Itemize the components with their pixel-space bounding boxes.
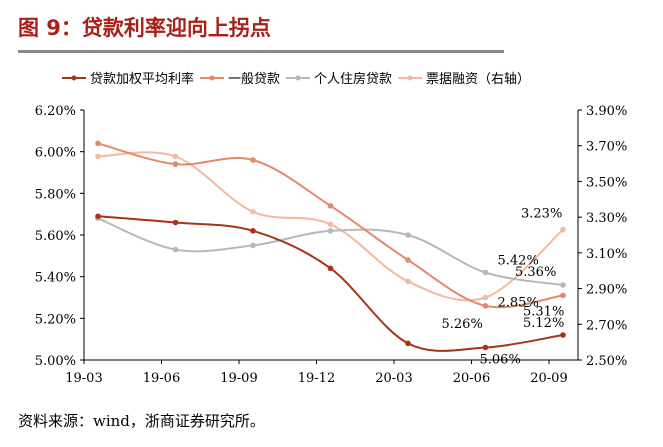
data-label: 5.26% [442, 317, 483, 332]
legend-label-2: 个人住房贷款 [314, 71, 392, 87]
data-point-1 [327, 203, 334, 209]
x-tick-label: 19-06 [143, 371, 180, 386]
data-point-0 [95, 213, 101, 220]
data-label: 5.06% [480, 353, 521, 368]
data-point-0 [405, 340, 411, 347]
right-tick-label: 3.50% [586, 175, 627, 190]
legend-marker-1 [209, 75, 215, 81]
legend-marker-2 [295, 75, 301, 81]
x-tick-label: 19-12 [298, 371, 335, 386]
x-tick-label: 20-06 [453, 371, 490, 386]
legend-marker-0 [71, 75, 77, 81]
left-tick-label: 5.80% [35, 187, 76, 202]
data-point-0 [172, 219, 179, 226]
data-label: 5.31% [523, 304, 564, 319]
data-point-2 [560, 282, 566, 288]
right-tick-label: 3.90% [586, 104, 627, 119]
x-tick-label: 19-03 [65, 371, 102, 386]
data-point-0 [482, 344, 489, 351]
data-point-3 [327, 221, 334, 228]
data-label: 5.36% [515, 265, 556, 280]
data-point-2 [172, 246, 179, 253]
right-tick-label: 3.30% [586, 211, 627, 226]
x-tick-label: 20-03 [375, 371, 412, 386]
data-point-0 [250, 228, 256, 234]
legend-marker-3 [407, 75, 413, 81]
x-tick-label: 19-09 [220, 371, 257, 386]
data-point-2 [405, 232, 411, 238]
data-point-0 [327, 265, 334, 272]
right-tick-label: 3.10% [586, 247, 627, 262]
legend-label-1: 一般贷款 [228, 71, 280, 87]
data-point-1 [405, 257, 411, 263]
data-point-3 [482, 294, 489, 301]
data-point-1 [482, 303, 489, 309]
data-point-1 [560, 292, 566, 299]
title-divider [18, 50, 504, 53]
data-point-3 [560, 226, 566, 233]
right-tick-label: 3.70% [586, 140, 627, 155]
legend-label-0: 贷款加权平均利率 [90, 71, 194, 87]
data-point-1 [95, 140, 101, 147]
source-note: 资料来源：wind，浙商证券研究所。 [18, 412, 265, 430]
data-point-2 [482, 269, 489, 276]
right-tick-label: 2.50% [586, 354, 627, 369]
data-point-2 [327, 228, 334, 234]
left-tick-label: 5.00% [35, 354, 76, 369]
right-tick-label: 2.70% [586, 318, 627, 333]
data-point-3 [172, 153, 179, 160]
legend-label-3: 票据融资（右轴） [426, 72, 530, 87]
x-tick-label: 20-09 [530, 371, 567, 386]
data-point-3 [250, 208, 256, 215]
left-tick-label: 6.20% [35, 104, 76, 119]
data-label: 5.12% [523, 316, 564, 331]
data-point-1 [172, 161, 179, 167]
left-tick-label: 5.40% [35, 271, 76, 286]
left-tick-label: 5.20% [35, 312, 76, 327]
data-label: 3.23% [521, 207, 562, 222]
data-point-2 [250, 242, 256, 249]
data-point-3 [95, 153, 101, 160]
data-point-3 [405, 278, 411, 285]
data-label: 5.42% [498, 254, 539, 269]
right-tick-label: 2.90% [586, 283, 627, 298]
data-label: 2.85% [498, 296, 539, 311]
left-tick-label: 6.00% [35, 146, 76, 161]
data-point-1 [250, 157, 256, 163]
series-line-0 [97, 215, 564, 352]
left-tick-label: 5.60% [35, 229, 76, 244]
chart-title: 图 9：贷款利率迎向上拐点 [18, 16, 271, 40]
data-point-0 [560, 332, 566, 338]
